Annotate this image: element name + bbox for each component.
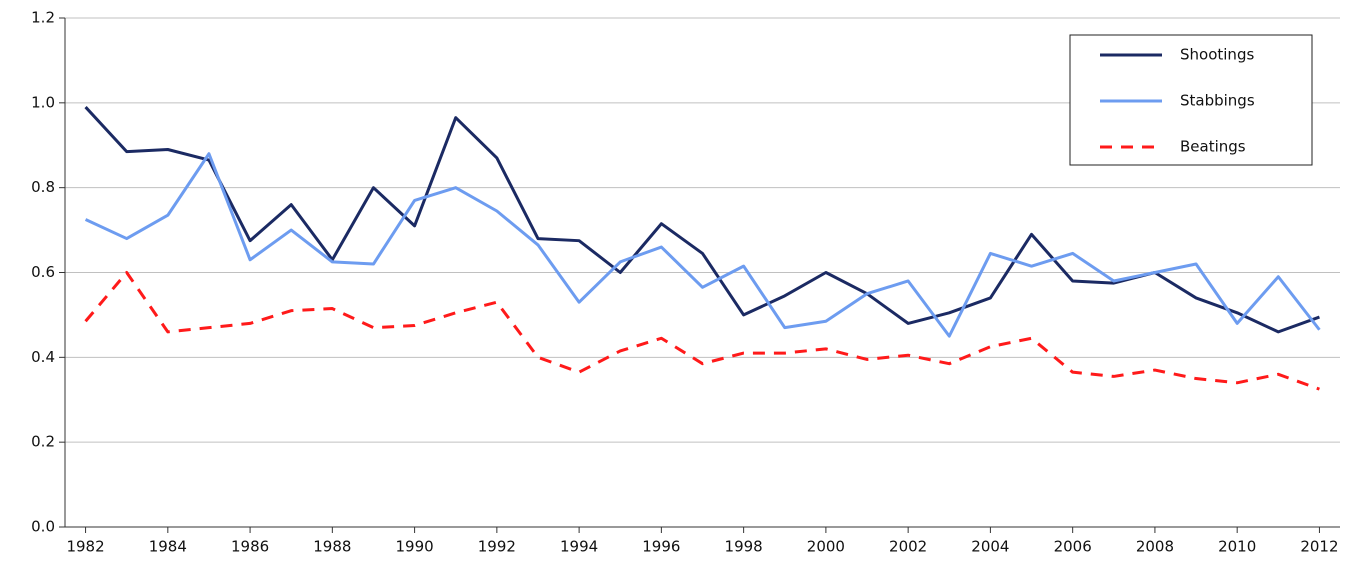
x-tick-label: 1990	[396, 538, 434, 556]
x-tick-label: 2008	[1136, 538, 1174, 556]
legend-label: Shootings	[1180, 46, 1254, 64]
y-tick-label: 0.4	[31, 348, 55, 366]
series-line	[84, 106, 1320, 334]
x-tick-label: 1986	[231, 538, 269, 556]
y-tick-label: 0.6	[31, 263, 55, 281]
y-tick-label: 0.8	[31, 178, 55, 196]
y-tick-label: 1.0	[31, 93, 55, 111]
x-tick-label: 2006	[1054, 538, 1092, 556]
y-tick-label: 0.2	[31, 433, 55, 451]
x-tick-label: 1992	[478, 538, 516, 556]
x-tick-label: 1988	[313, 538, 351, 556]
y-tick-label: 0.0	[31, 518, 55, 536]
legend-label: Stabbings	[1180, 92, 1255, 110]
x-tick-label: 2000	[807, 538, 845, 556]
x-tick-label: 2004	[971, 538, 1009, 556]
x-tick-label: 1994	[560, 538, 598, 556]
x-tick-label: 1996	[642, 538, 680, 556]
x-tick-label: 2012	[1300, 538, 1338, 556]
x-tick-label: 1984	[149, 538, 187, 556]
legend-label: Beatings	[1180, 138, 1246, 156]
y-tick-label: 1.2	[31, 9, 55, 27]
x-tick-label: 1982	[66, 538, 104, 556]
x-tick-label: 1998	[725, 538, 763, 556]
series-line	[84, 271, 1320, 391]
series-line	[84, 152, 1321, 338]
x-tick-label: 2002	[889, 538, 927, 556]
x-tick-label: 2010	[1218, 538, 1256, 556]
